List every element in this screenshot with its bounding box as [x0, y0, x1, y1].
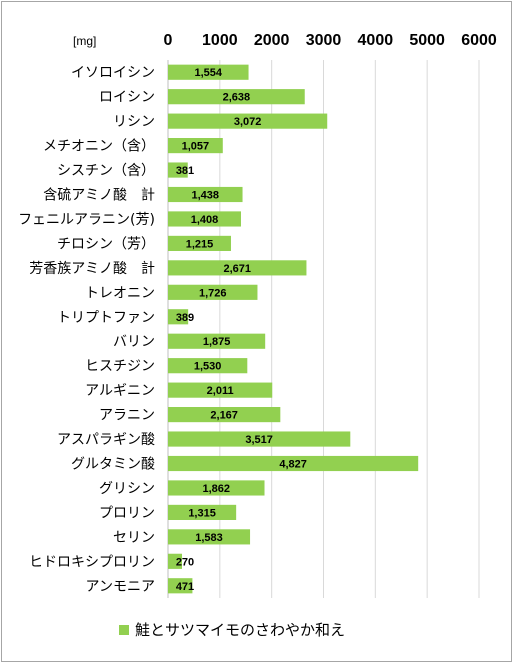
- data-label: 3,517: [245, 434, 273, 446]
- data-label: 389: [176, 312, 194, 324]
- bar: [168, 64, 249, 80]
- category-label: アルギニン: [85, 383, 155, 399]
- category-label: アラニン: [99, 408, 155, 424]
- bar: [168, 480, 265, 496]
- bar: [168, 333, 266, 349]
- category-label: ロイシン: [99, 90, 155, 106]
- data-label: 2,671: [223, 263, 251, 275]
- x-tick-label: 6000: [461, 32, 497, 49]
- data-label: 1,530: [194, 361, 222, 373]
- x-tick-label: 0: [164, 32, 173, 49]
- data-label: 381: [176, 165, 194, 177]
- category-label: セリン: [113, 530, 155, 546]
- bar: [168, 529, 251, 545]
- category-label: プロリン: [99, 505, 155, 521]
- category-label: トレオニン: [85, 285, 155, 301]
- bar: [168, 260, 307, 276]
- bar: [168, 113, 328, 129]
- data-label: 1,875: [203, 336, 231, 348]
- data-label: 1,583: [195, 532, 223, 544]
- category-label: バリン: [113, 334, 155, 350]
- bar: [168, 186, 243, 203]
- bar: [168, 284, 258, 300]
- category-label: シスチン（含）: [57, 163, 155, 179]
- bar: [168, 162, 188, 178]
- category-label: フェニルアラニン(芳): [18, 211, 155, 228]
- bar: [168, 309, 189, 325]
- data-label: 1,726: [199, 287, 227, 299]
- x-tick-label: 1000: [202, 32, 238, 49]
- legend-swatch: [119, 625, 129, 635]
- category-label: グルタミン酸: [71, 457, 155, 473]
- tick-labels: 0 1000 2000 3000 4000 5000 6000: [164, 32, 497, 49]
- bar: [168, 504, 237, 520]
- data-label: 1,862: [202, 483, 230, 495]
- bar: [168, 382, 273, 398]
- data-label: 1,057: [182, 141, 210, 153]
- bar: [168, 211, 241, 227]
- bar: [168, 407, 281, 423]
- category-label: 含硫アミノ酸 計: [43, 188, 155, 204]
- bar: [168, 553, 182, 569]
- x-tick-label: 3000: [306, 32, 342, 49]
- data-label: 2,011: [207, 385, 234, 397]
- category-label: グリシン: [99, 481, 155, 497]
- category-label: ヒドロキシプロリン: [29, 554, 155, 570]
- data-label: 2,167: [210, 410, 238, 422]
- legend: 鮭とサツマイモのさわやか和え: [119, 621, 345, 639]
- data-label: 270: [176, 556, 194, 568]
- bar: [168, 578, 193, 594]
- data-label: 1,554: [195, 67, 223, 79]
- data-label: 1,215: [186, 238, 214, 250]
- data-label: 1,438: [192, 190, 220, 202]
- data-label: 1,315: [188, 507, 216, 519]
- data-label: 4,827: [279, 459, 307, 471]
- data-label: 1,408: [191, 214, 219, 226]
- category-label: アスパラギン酸: [57, 432, 155, 448]
- bar: [168, 431, 351, 447]
- x-tick-label: 4000: [358, 32, 394, 49]
- legend-series-name: 鮭とサツマイモのさわやか和え: [135, 621, 345, 639]
- x-tick-label: 5000: [409, 32, 445, 49]
- category-label: ヒスチジン: [85, 359, 155, 375]
- category-label: チロシン（芳）: [57, 235, 155, 252]
- bar: [168, 235, 231, 251]
- category-label: リシン: [113, 114, 155, 130]
- data-label: 2,638: [223, 92, 251, 104]
- bar: [168, 455, 419, 472]
- category-label: メチオニン（含）: [43, 139, 155, 155]
- bars: 1,554 2,638 3,072 1,057 381 1,438 1,408 1,215 2,…: [168, 64, 419, 594]
- category-label: アンモニア: [86, 579, 155, 595]
- data-label: 3,072: [234, 116, 262, 128]
- bar: [168, 138, 223, 154]
- category-label: イソロイシン: [71, 65, 155, 81]
- x-tick-label: 2000: [254, 32, 290, 49]
- unit-label: [mg]: [73, 34, 96, 48]
- bar: [168, 89, 305, 105]
- category-label: トリプトファン: [57, 310, 155, 326]
- data-label: 471: [176, 581, 194, 593]
- category-label: 芳香族アミノ酸 計: [29, 260, 155, 277]
- bar: [168, 358, 248, 374]
